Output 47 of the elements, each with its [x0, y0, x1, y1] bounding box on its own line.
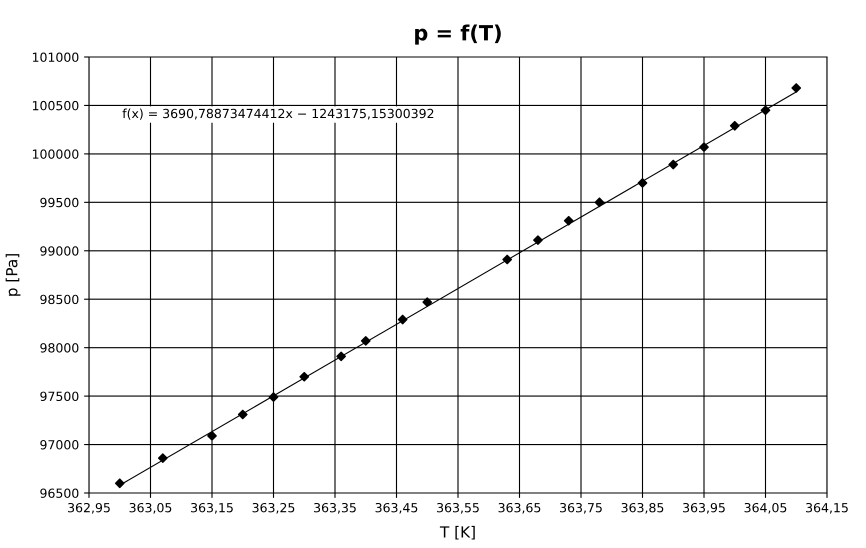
x-tick-label: 363,85: [622, 502, 664, 514]
x-tick-label: 363,45: [376, 502, 418, 514]
point: [238, 410, 248, 420]
point: [299, 372, 310, 382]
y-tick-label: 100500: [32, 100, 78, 110]
point: [638, 178, 648, 188]
y-tick-label: 96500: [40, 488, 78, 498]
x-tick-label: 363,75: [560, 502, 602, 514]
point: [268, 392, 278, 402]
point: [114, 478, 125, 488]
point: [730, 120, 740, 131]
x-tick-label: 362,95: [68, 502, 110, 514]
x-tick-label: 363,95: [683, 502, 725, 514]
chart-title: p = f(T): [415, 24, 501, 45]
x-tick-label: 363,65: [498, 502, 540, 514]
y-tick-label: 97000: [40, 440, 78, 450]
y-tick-label: 97500: [40, 392, 78, 402]
point: [533, 235, 543, 245]
point: [502, 254, 512, 264]
point: [360, 336, 371, 346]
point: [336, 352, 346, 362]
y-tick-label: 99000: [40, 246, 78, 256]
y-tick-label: 98000: [40, 343, 78, 353]
annotation: f(x) = 3690,78873474412x − 1243175,15300392: [122, 108, 434, 120]
y-axis-title: p [Pa]: [6, 254, 20, 296]
point: [207, 430, 217, 441]
x-tick-label: 363,05: [130, 502, 172, 514]
point: [668, 160, 678, 170]
point: [594, 197, 604, 208]
x-tick-label: 364,05: [744, 502, 786, 514]
point: [422, 297, 432, 307]
point: [398, 314, 408, 324]
x-tick-label: 363,25: [252, 502, 294, 514]
x-tick-label: 364,15: [806, 502, 848, 514]
y-tick-label: 101000: [32, 52, 78, 62]
point: [564, 216, 574, 226]
x-axis-title: T [K]: [440, 526, 475, 540]
point: [760, 105, 770, 116]
x-tick-label: 363,35: [314, 502, 356, 514]
y-tick-label: 100000: [32, 149, 78, 159]
x-tick-label: 363,55: [437, 502, 479, 514]
y-tick-label: 98500: [40, 294, 78, 304]
point: [699, 142, 709, 152]
x-tick-label: 363,15: [191, 502, 233, 514]
point: [791, 83, 802, 93]
y-tick-label: 99500: [40, 198, 78, 208]
point: [158, 453, 168, 463]
